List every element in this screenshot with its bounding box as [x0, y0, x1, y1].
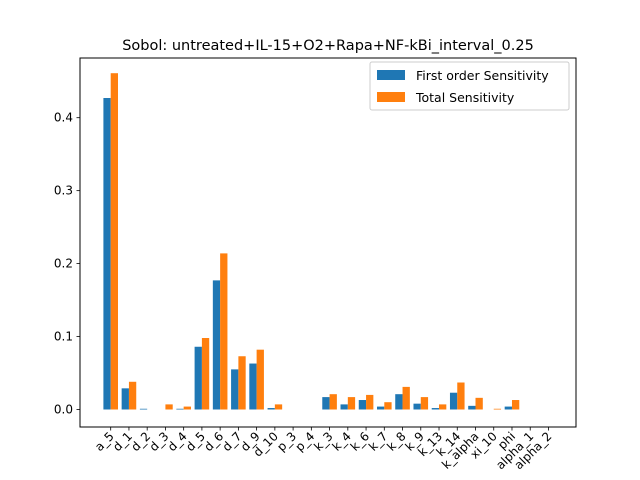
- legend-swatch-first-order: [377, 70, 405, 80]
- bar-first-order-k-alpha: [468, 405, 476, 410]
- x-axis: a_5d_1d_2d_3d_4d_5d_6d_7d_9d_10p_3p_4k_3…: [92, 427, 555, 472]
- legend: First order Sensitivity Total Sensitivit…: [369, 61, 570, 111]
- y-tick-label: 0.3: [54, 184, 73, 198]
- bar-total-k-4: [347, 397, 356, 410]
- bar-first-order-k-9: [413, 403, 421, 410]
- bar-total-d-7: [238, 356, 246, 410]
- bar-first-order-phi: [504, 406, 512, 410]
- bar-total-phi: [511, 400, 520, 410]
- legend-box: [369, 61, 570, 111]
- bar-first-order-k-4: [340, 404, 348, 410]
- bar-first-order-a-5: [103, 98, 111, 410]
- bar-total-d-9: [256, 349, 264, 410]
- bar-first-order-k-6: [358, 400, 367, 410]
- bar-total-d-6: [220, 253, 228, 410]
- plot-frame: [79, 57, 577, 428]
- bar-first-order-d-10: [267, 408, 275, 410]
- bar-first-order-k-14: [449, 392, 458, 410]
- bar-first-order-k-8: [395, 394, 403, 410]
- bar-first-order-k-13: [431, 408, 440, 410]
- bar-first-order-k-7: [377, 406, 385, 410]
- bars-group: [103, 73, 520, 410]
- y-tick-label: 0.2: [54, 257, 73, 271]
- bar-first-order-d-9: [249, 363, 257, 410]
- bar-first-order-k-3: [322, 397, 330, 410]
- legend-label-total: Total Sensitivity: [415, 90, 515, 105]
- bar-first-order-d-4: [176, 408, 184, 410]
- bar-total-k-7: [384, 402, 392, 410]
- bar-first-order-d-7: [231, 369, 239, 410]
- bar-total-k-alpha: [475, 397, 483, 410]
- bar-first-order-d-6: [212, 280, 221, 410]
- y-tick-label: 0.1: [54, 330, 73, 344]
- bar-total-k-8: [402, 386, 410, 410]
- bar-total-d-1: [128, 381, 137, 410]
- legend-label-first-order: First order Sensitivity: [416, 68, 549, 83]
- bar-total-k-13: [439, 404, 447, 410]
- y-tick-label: 0.4: [54, 111, 73, 125]
- bar-first-order-d-1: [121, 388, 129, 410]
- bar-total-k-9: [420, 397, 429, 410]
- legend-swatch-total: [377, 92, 405, 102]
- bar-total-a-5: [110, 73, 118, 410]
- bar-total-k-14: [457, 382, 465, 410]
- y-axis: 0.0 0.1 0.2 0.3 0.4: [54, 111, 80, 417]
- bar-total-d-4: [183, 406, 191, 410]
- bar-first-order-d-2: [139, 408, 148, 410]
- bar-total-k-6: [366, 394, 374, 410]
- bar-total-d-10: [274, 404, 283, 410]
- chart-title: Sobol: untreated+IL-15+O2+Rapa+NF-kBi_in…: [122, 38, 534, 54]
- bar-total-k-3: [329, 394, 337, 410]
- bar-total-xi-10: [493, 408, 502, 410]
- bar-first-order-d-5: [194, 346, 202, 410]
- y-tick-label: 0.0: [54, 403, 73, 417]
- bar-total-d-3: [165, 404, 173, 410]
- bar-total-d-5: [201, 338, 210, 410]
